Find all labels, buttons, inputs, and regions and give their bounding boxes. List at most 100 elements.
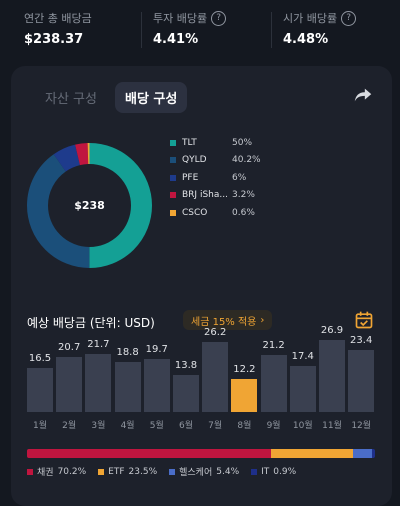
- legend-swatch: [170, 174, 176, 181]
- divider: [141, 12, 142, 48]
- monthly-dividend-chart: 16.5 1월 20.7 2월 21.7 3월 18.8 4월 19.7 5월 13.8 6월 26.2…: [11, 66, 392, 506]
- annual-dividend-stat: 연간 총 배당금 $238.37: [24, 10, 92, 47]
- legend-swatch: [170, 157, 176, 164]
- sector-pct: 70.2%: [57, 466, 87, 477]
- month-bar[interactable]: [319, 340, 345, 412]
- month-label: 5월: [149, 421, 164, 431]
- bar-value-label: 21.2: [262, 340, 285, 352]
- month-label: 1월: [32, 421, 47, 431]
- help-icon[interactable]: ?: [211, 10, 227, 26]
- legend-item: QYLD 40.2%: [170, 152, 370, 170]
- legend-swatch: [170, 139, 176, 146]
- legend-swatch: [170, 209, 176, 216]
- forecast-title: 예상 배당금 (단위: USD): [27, 316, 155, 330]
- month-bar[interactable]: [56, 356, 83, 412]
- sector-segment: [27, 449, 272, 458]
- tax-badge-label: 세금 15% 적용: [191, 316, 257, 328]
- donut-legend: TLT 50% QYLD 40.2% PFE 6% BRJ iSha... 3.2% CSCO 0…: [170, 134, 370, 222]
- month-label: 7월: [208, 421, 223, 431]
- dividend-donut-chart: [27, 143, 152, 268]
- donut-slice-qyld: [27, 143, 152, 268]
- bar-value-label: 21.7: [87, 339, 110, 351]
- legend-swatch: [170, 192, 176, 199]
- sector-pct: 23.5%: [128, 466, 158, 477]
- month-bar[interactable]: [202, 342, 229, 412]
- donut-slice-csco: [27, 143, 152, 268]
- month-bar[interactable]: [27, 368, 53, 412]
- legend-item: PFE 6%: [170, 169, 370, 187]
- stat-label: 시가 배당률: [283, 12, 338, 25]
- legend-name: QYLD: [182, 155, 207, 166]
- bar-value-label: 17.4: [291, 350, 314, 362]
- legend-pct: 6%: [232, 172, 247, 183]
- sector-pct: 5.4%: [216, 466, 240, 477]
- sector-name: 채권: [37, 468, 54, 478]
- bar-value-label: 18.8: [116, 346, 139, 358]
- bar-value-label: 12.2: [233, 364, 256, 376]
- month-label: 2월: [62, 421, 77, 431]
- invest-yield-stat: 투자 배당률 ? 4.41%: [153, 10, 227, 47]
- legend-pct: 0.6%: [232, 207, 255, 218]
- month-label: 3월: [91, 421, 106, 431]
- legend-item: BRJ iSha... 3.2%: [170, 187, 370, 205]
- stat-value: $238.37: [24, 32, 84, 47]
- month-label: 11월: [322, 421, 342, 431]
- stat-label: 투자 배당률: [153, 12, 208, 25]
- sector-segment: [371, 449, 375, 458]
- sector-name: IT: [261, 466, 270, 477]
- sector-legend-item: IT 0.9%: [251, 467, 296, 477]
- legend-pct: 3.2%: [232, 190, 255, 201]
- share-icon[interactable]: [352, 84, 374, 106]
- tab-asset-composition[interactable]: 자산 구성: [45, 92, 97, 107]
- month-bar[interactable]: [85, 354, 112, 412]
- stat-value: 4.48%: [283, 32, 329, 47]
- chevron-right-icon: ›: [260, 314, 265, 326]
- bar-value-label: 26.9: [320, 325, 344, 337]
- tax-toggle-button[interactable]: 세금 15% 적용 ›: [183, 310, 273, 330]
- sector-swatch: [27, 468, 33, 475]
- legend-pct: 50%: [232, 137, 253, 148]
- help-icon[interactable]: ?: [341, 10, 357, 26]
- bar-value-label: 19.7: [145, 344, 168, 356]
- sector-swatch: [251, 468, 258, 475]
- sector-name: ETF: [108, 466, 125, 477]
- sector-swatch: [169, 468, 176, 475]
- sector-legend-item: 헬스케어 5.4%: [169, 465, 239, 478]
- stat-label: 연간 총 배당금: [24, 12, 92, 25]
- tab-dividend-composition[interactable]: 배당 구성: [114, 82, 188, 113]
- market-yield-stat: 시가 배당률 ? 4.48%: [283, 10, 357, 47]
- calendar-icon[interactable]: [354, 310, 374, 330]
- month-bar[interactable]: [289, 365, 316, 412]
- month-bar[interactable]: [114, 361, 141, 412]
- bar-value-label: 16.5: [28, 353, 52, 364]
- month-label: 12월: [351, 421, 372, 431]
- month-bar[interactable]: [348, 349, 375, 412]
- month-label: 4월: [120, 421, 135, 431]
- sector-segment: [271, 449, 354, 458]
- month-label: 8월: [237, 421, 252, 431]
- bar-value-label: 23.4: [350, 334, 373, 346]
- legend-item: CSCO 0.6%: [170, 204, 370, 222]
- month-bar[interactable]: [231, 379, 258, 412]
- legend-name: CSCO: [182, 207, 208, 218]
- stat-value: 4.41%: [153, 32, 199, 47]
- sector-legend-item: 채권 70.2%: [27, 465, 86, 478]
- month-bar[interactable]: [173, 375, 199, 412]
- month-bar[interactable]: [143, 359, 170, 412]
- bar-value-label: 13.8: [174, 360, 198, 372]
- divider: [271, 12, 272, 48]
- sector-swatch: [98, 468, 105, 475]
- legend-name: BRJ iSha...: [182, 190, 228, 201]
- sector-segment: [353, 449, 372, 458]
- legend-name: PFE: [182, 172, 199, 183]
- legend-item: TLT 50%: [170, 134, 370, 152]
- sector-name: 헬스케어: [179, 468, 213, 478]
- month-bar[interactable]: [260, 355, 287, 412]
- sector-pct: 0.9%: [273, 466, 297, 477]
- month-label: 10월: [292, 421, 313, 431]
- sector-breakdown-bar: [27, 449, 375, 458]
- dividend-card: 자산 구성 배당 구성 $238 TLT 50% QYLD 40.2% PFE 6% BRJ…: [11, 66, 392, 506]
- bar-value-label: 20.7: [58, 341, 81, 353]
- summary-stats: 연간 총 배당금 $238.37 투자 배당률 ? 4.41% 시가 배당률 ?…: [0, 0, 400, 60]
- bar-value-label: 26.2: [204, 327, 227, 339]
